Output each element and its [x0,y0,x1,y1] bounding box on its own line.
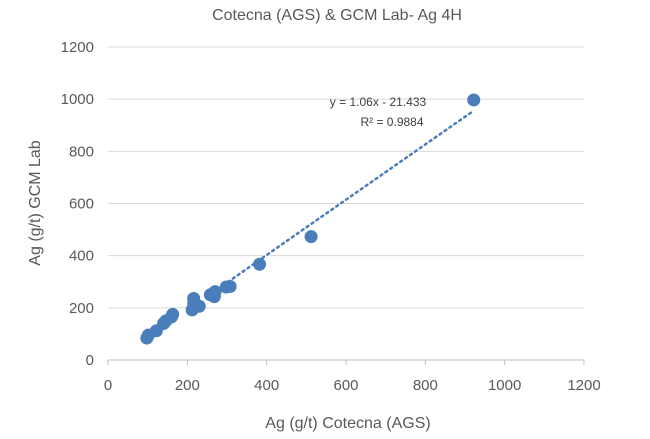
y-tick-label: 1200 [61,39,94,56]
y-tick-labels: 0 200 400 600 800 1000 1200 [61,39,94,369]
trendline-r2: R² = 0.9884 [360,115,423,129]
grid-lines [108,46,584,309]
data-point [253,257,267,271]
y-axis-title: Ag (g/t) GCM Lab [27,140,44,265]
data-point [192,299,206,313]
y-tick-label: 200 [69,300,94,317]
x-tick-label: 1000 [488,377,521,394]
x-tick-label: 600 [333,377,358,394]
x-tick-label: 1200 [567,377,600,394]
data-point [304,230,318,244]
y-tick-label: 800 [69,143,94,160]
y-tick-label: 600 [69,196,94,213]
x-tick-labels: 0 200 400 600 800 1000 1200 [104,377,601,394]
axes [107,359,585,365]
x-tick-label: 200 [175,377,200,394]
chart-title: Cotecna (AGS) & GCM Lab- Ag 4H [212,7,462,24]
y-tick-label: 0 [86,352,94,369]
x-tick-label: 0 [104,377,112,394]
data-point [467,93,481,107]
data-point [166,307,180,321]
x-tick-label: 800 [413,377,438,394]
y-tick-label: 400 [69,248,94,265]
data-points [140,93,481,345]
trendline [221,109,475,287]
data-point [223,279,237,293]
trendline-equation: y = 1.06x - 21.433 [330,95,427,109]
y-tick-label: 1000 [61,91,94,108]
x-tick-label: 400 [254,377,279,394]
trendline-layer [221,109,475,287]
x-axis-title: Ag (g/t) Cotecna (AGS) [265,415,430,432]
data-point [208,285,222,299]
